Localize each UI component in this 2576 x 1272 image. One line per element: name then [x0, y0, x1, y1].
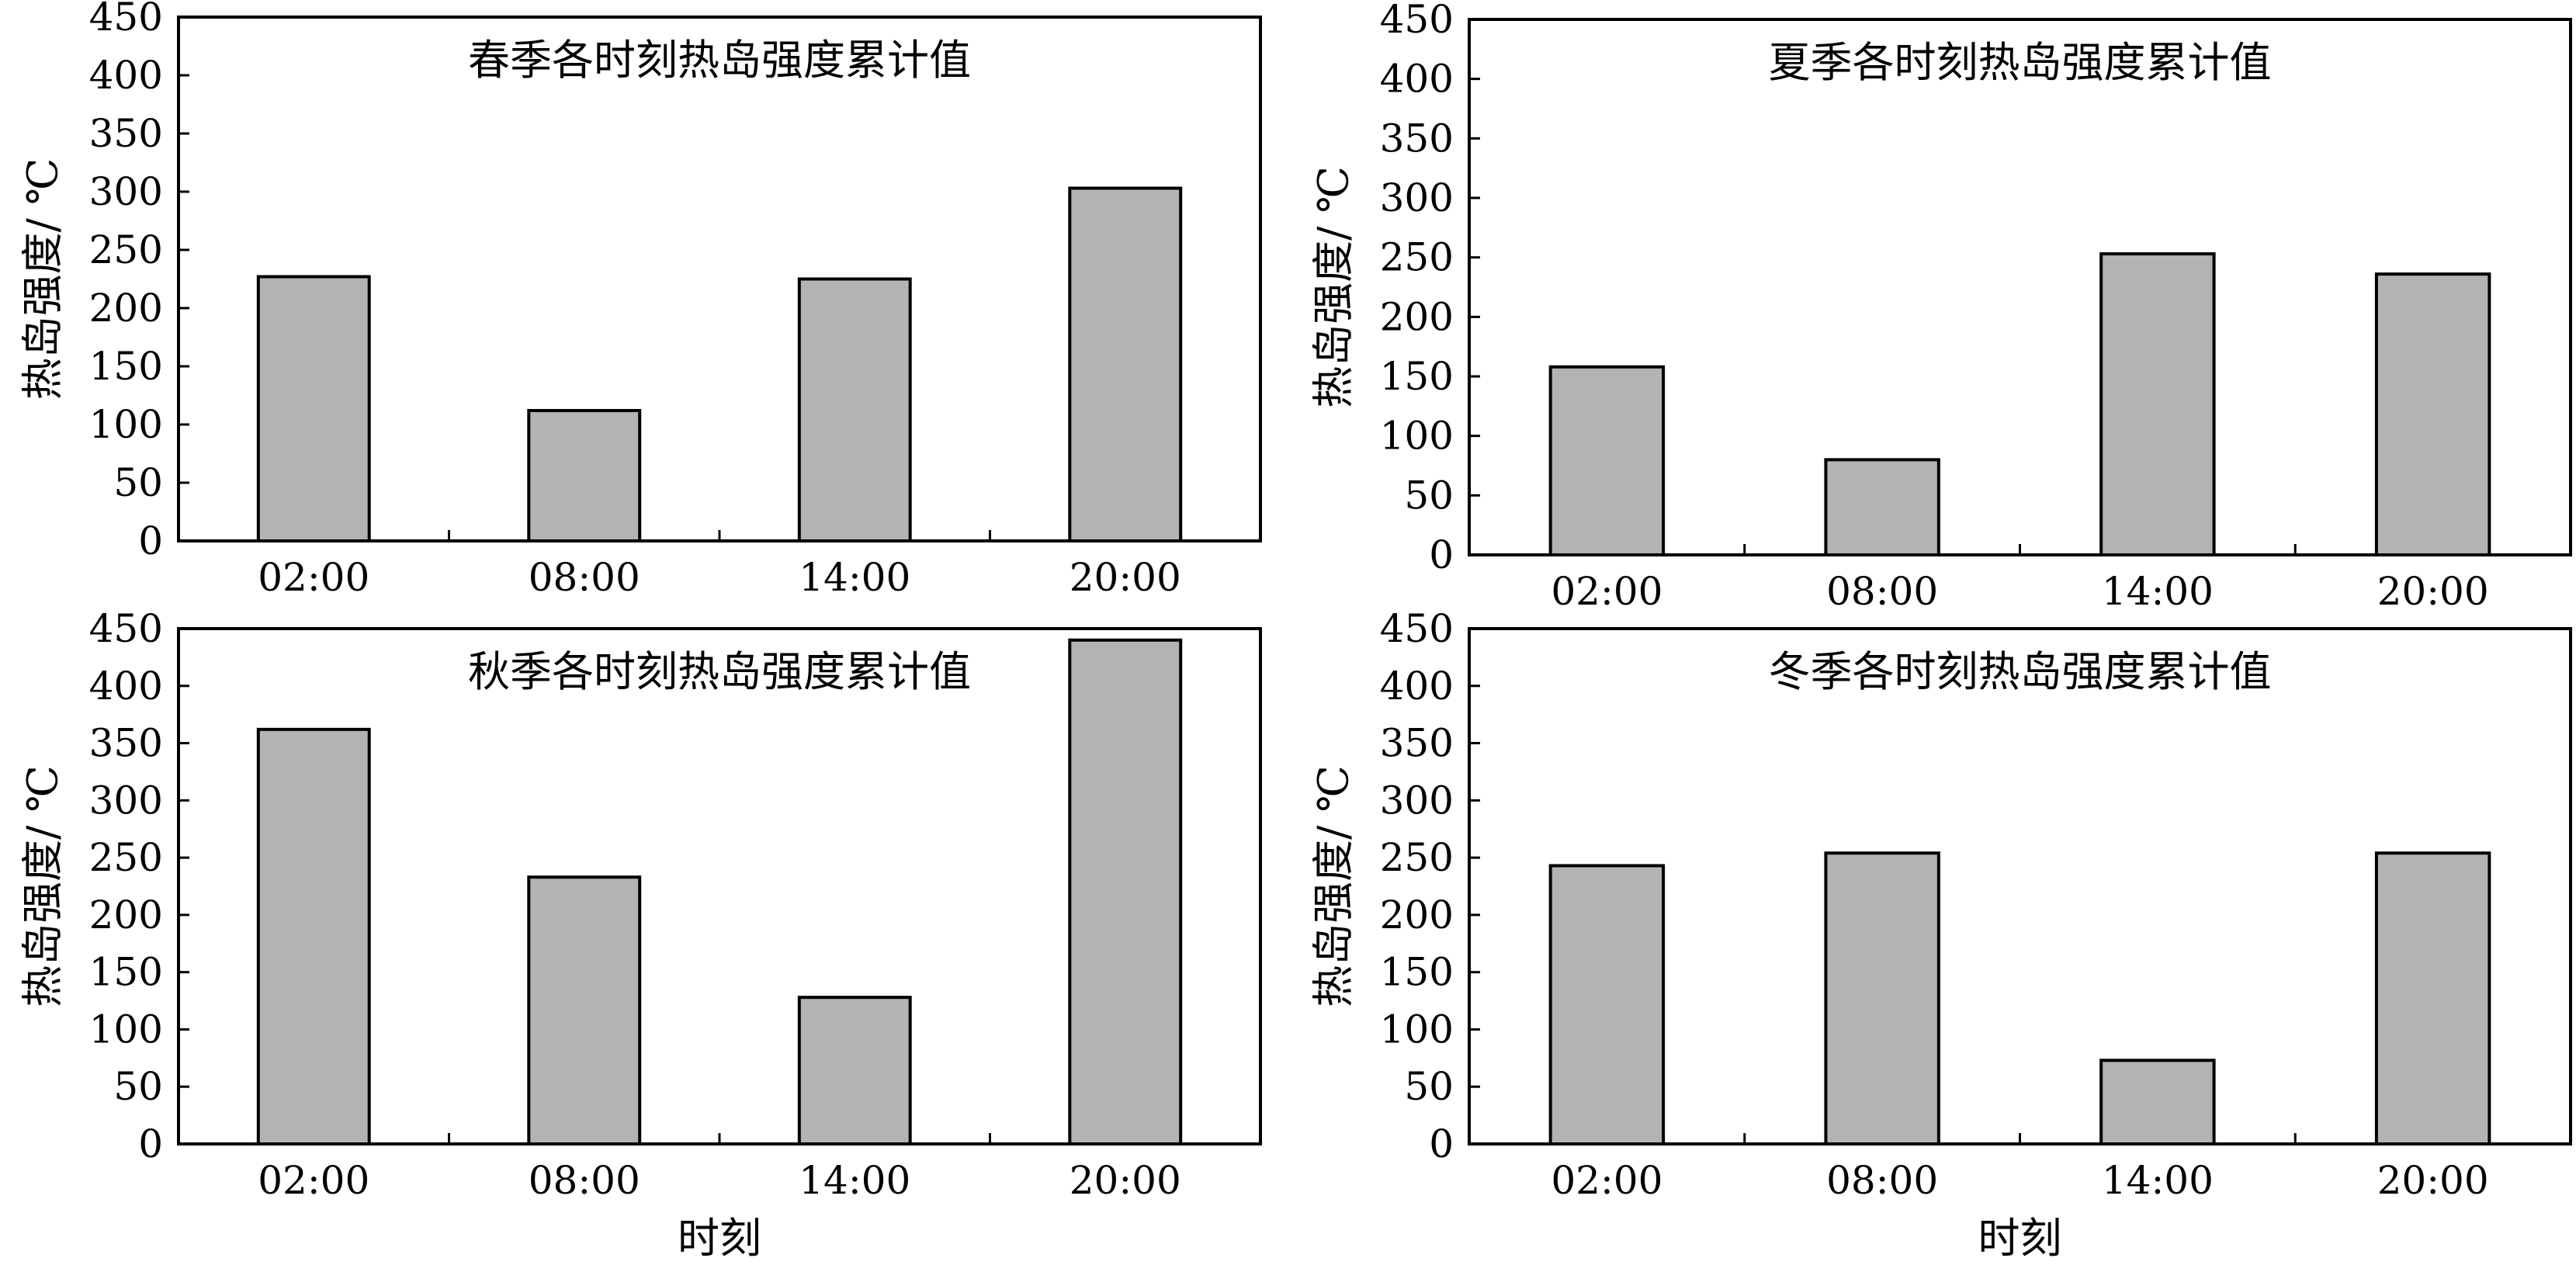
bar-0200	[256, 275, 371, 542]
y-tick-label: 400	[89, 664, 163, 709]
x-tick-label: 20:00	[2377, 1158, 2489, 1203]
panel-title: 夏季各时刻热岛强度累计值	[1769, 38, 2272, 87]
bar-1400	[2099, 252, 2216, 556]
y-tick-label: 450	[89, 0, 163, 40]
x-tick-label: 20:00	[1070, 555, 1181, 600]
y-axis-title: 热岛强度/ ℃	[19, 765, 68, 1007]
y-tick-label: 350	[89, 111, 163, 156]
y-tick-label: 300	[89, 169, 163, 214]
y-tick-label: 350	[89, 721, 163, 766]
y-axis-title: 热岛强度/ ℃	[1309, 166, 1358, 408]
y-tick-label: 0	[138, 1121, 163, 1166]
y-tick-label: 200	[1380, 294, 1454, 339]
x-tick-label: 14:00	[799, 555, 910, 600]
y-tick-label: 50	[113, 1064, 163, 1109]
bar-0800	[527, 875, 642, 1145]
y-tick-label: 200	[89, 286, 163, 331]
y-tick-label: 250	[89, 835, 163, 880]
y-axis-title: 热岛强度/ ℃	[1309, 765, 1358, 1007]
bar-0800	[1824, 458, 1940, 556]
x-tick-label: 08:00	[529, 555, 640, 600]
y-tick-label: 250	[89, 227, 163, 272]
y-tick-label: 200	[1380, 892, 1454, 938]
x-tick-label: 02:00	[1551, 1158, 1662, 1203]
x-tick-label: 20:00	[2377, 569, 2489, 614]
chart-panel-1: 0 50 100 150 200 250 300 350 400 450 02:00 08:00 14:…	[19, 0, 1262, 600]
bar-0800	[527, 409, 642, 542]
x-tick-label: 02:00	[1551, 569, 1662, 614]
bar-0200	[1548, 365, 1666, 556]
bar-1400	[2099, 1059, 2216, 1145]
y-axis-title: 热岛强度/ ℃	[19, 158, 68, 400]
x-tick-label: 02:00	[258, 555, 369, 600]
x-tick-label: 14:00	[2102, 1158, 2214, 1203]
x-tick-label: 14:00	[2102, 569, 2214, 614]
y-tick-label: 100	[89, 402, 163, 447]
panel-title: 春季各时刻热岛强度累计值	[468, 36, 971, 85]
y-tick-label: 250	[1380, 235, 1454, 280]
y-tick-label: 200	[89, 892, 163, 938]
x-tick-label: 14:00	[799, 1158, 910, 1203]
y-tick-label: 0	[138, 518, 163, 563]
bar-2000	[2374, 851, 2491, 1145]
y-tick-label: 450	[1380, 606, 1454, 651]
x-tick-label: 08:00	[1826, 1158, 1938, 1203]
y-tick-label: 150	[1380, 950, 1454, 995]
bar-2000	[1068, 186, 1183, 542]
y-tick-label: 150	[89, 344, 163, 389]
y-tick-label: 300	[89, 778, 163, 823]
x-tick-label: 08:00	[1826, 569, 1938, 614]
x-tick-label: 08:00	[529, 1158, 640, 1203]
bar-1400	[797, 277, 912, 542]
x-axis-title: 时刻	[678, 1214, 761, 1263]
bar-0200	[1548, 864, 1666, 1145]
y-tick-label: 450	[89, 606, 163, 651]
y-tick-label: 150	[89, 950, 163, 995]
y-tick-label: 300	[1380, 778, 1454, 823]
x-tick-label: 02:00	[258, 1158, 369, 1203]
bar-0200	[256, 727, 371, 1145]
bar-0800	[1824, 851, 1940, 1145]
y-tick-label: 100	[1380, 1007, 1454, 1052]
y-tick-label: 50	[113, 460, 163, 505]
y-tick-label: 0	[1429, 1121, 1454, 1166]
y-tick-label: 450	[1380, 0, 1454, 42]
y-tick-label: 250	[1380, 835, 1454, 880]
x-tick-label: 20:00	[1070, 1158, 1181, 1203]
y-tick-label: 100	[89, 1007, 163, 1052]
y-tick-label: 400	[1380, 57, 1454, 102]
bar-2000	[1068, 638, 1183, 1145]
y-tick-label: 300	[1380, 175, 1454, 220]
y-tick-label: 50	[1404, 1064, 1454, 1109]
bar-2000	[2374, 272, 2491, 556]
y-tick-label: 400	[89, 53, 163, 98]
panel-title: 冬季各时刻热岛强度累计值	[1769, 647, 2272, 696]
chart-panel-3: 0 50 100 150 200 250 300 350 400 450 02:00 08:00 14:…	[19, 606, 1262, 1263]
y-tick-label: 400	[1380, 664, 1454, 709]
y-tick-label: 0	[1429, 532, 1454, 577]
y-tick-label: 50	[1404, 473, 1454, 518]
x-axis-title: 时刻	[1978, 1214, 2062, 1263]
chart-panel-4: 0 50 100 150 200 250 300 350 400 450 02:00 08:00 14:…	[1309, 606, 2572, 1263]
y-tick-label: 150	[1380, 354, 1454, 399]
bar-1400	[797, 996, 912, 1146]
panel-title: 秋季各时刻热岛强度累计值	[468, 647, 971, 696]
chart-panel-2: 0 50 100 150 200 250 300 350 400 450 02:00 08:00 14:…	[1309, 0, 2572, 614]
y-tick-label: 350	[1380, 116, 1454, 161]
y-tick-label: 350	[1380, 721, 1454, 766]
y-tick-label: 100	[1380, 414, 1454, 459]
